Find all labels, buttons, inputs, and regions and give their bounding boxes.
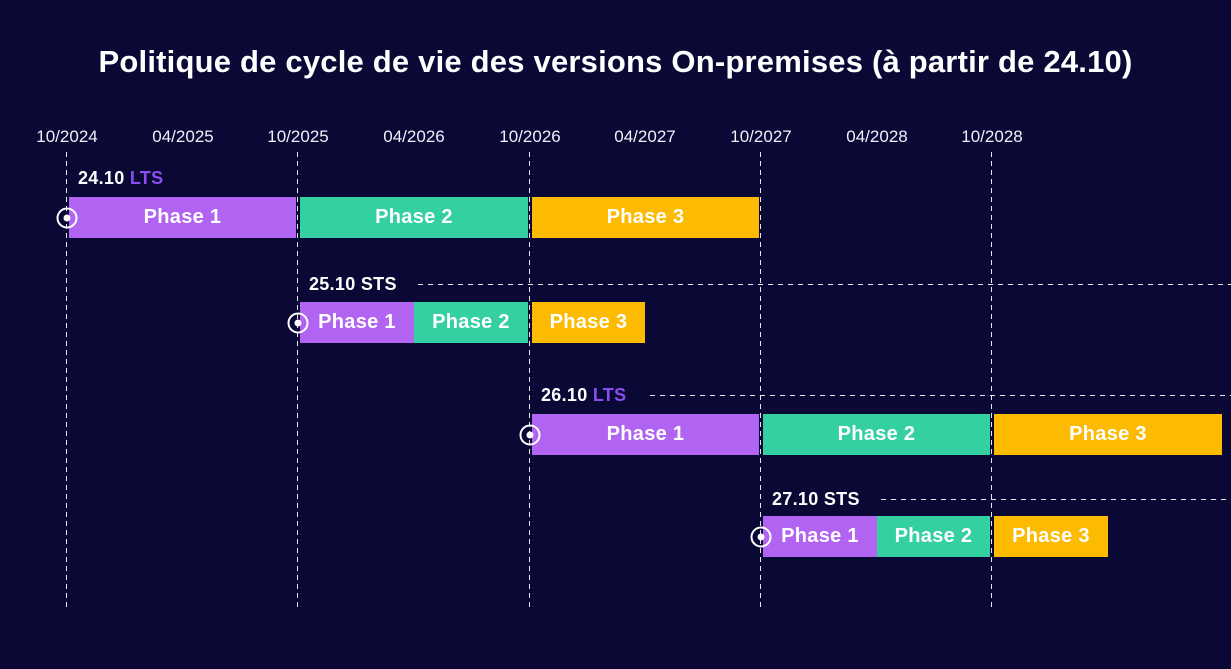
axis-tick-label: 04/2028 <box>846 127 908 146</box>
phase-bar-label: Phase 1 <box>781 525 859 547</box>
axis-tick-label: 04/2026 <box>383 127 445 146</box>
release-label: 24.10 LTS <box>78 168 163 188</box>
release-start-marker <box>519 424 541 445</box>
continuation-dashed-line <box>418 284 1231 285</box>
phase-bar: Phase 1 <box>532 414 759 455</box>
phase-bar-label: Phase 1 <box>143 206 222 228</box>
release-label: 25.10 STS <box>309 274 397 294</box>
phase-bar-label: Phase 3 <box>1012 525 1090 547</box>
phase-bar: Phase 2 <box>877 516 990 557</box>
release-type-label: LTS <box>587 385 627 405</box>
phase-bar-label: Phase 3 <box>1069 423 1147 445</box>
phase-bar-label: Phase 1 <box>318 311 396 333</box>
phase-bar-label: Phase 3 <box>606 206 685 228</box>
release-type-label: STS <box>818 489 860 509</box>
axis-tick-label: 04/2027 <box>614 127 676 146</box>
phase-bar: Phase 3 <box>532 197 759 238</box>
phase-bar-label: Phase 1 <box>606 423 685 445</box>
version-label: 24.10 <box>78 168 125 188</box>
phase-bar-label: Phase 2 <box>837 423 916 445</box>
phase-bar: Phase 2 <box>763 414 990 455</box>
axis-tick-label: 10/2028 <box>961 127 1023 146</box>
release-start-marker <box>287 312 309 333</box>
phase-bar: Phase 2 <box>414 302 528 343</box>
version-label: 25.10 <box>309 274 356 294</box>
gridline <box>529 152 530 609</box>
release-type-label: STS <box>355 274 397 294</box>
phase-bar: Phase 1 <box>763 516 877 557</box>
release-start-marker <box>750 526 772 547</box>
marker-dot <box>63 214 71 221</box>
phase-bar-label: Phase 2 <box>432 311 510 333</box>
phase-bar: Phase 1 <box>300 302 414 343</box>
phase-bar: Phase 3 <box>994 516 1108 557</box>
version-label: 26.10 <box>541 385 588 405</box>
phase-bar: Phase 3 <box>994 414 1222 455</box>
axis-tick-label: 10/2025 <box>267 127 329 146</box>
phase-bar-label: Phase 3 <box>549 311 628 333</box>
continuation-dashed-line <box>650 395 1231 396</box>
phase-bar: Phase 3 <box>532 302 645 343</box>
marker-dot <box>294 319 302 326</box>
release-start-marker <box>56 207 78 228</box>
release-label: 26.10 LTS <box>541 385 626 405</box>
phase-bar: Phase 1 <box>69 197 296 238</box>
axis-tick-label: 04/2025 <box>152 127 214 146</box>
gridline <box>297 152 298 609</box>
release-label: 27.10 STS <box>772 489 860 509</box>
continuation-dashed-line <box>881 499 1231 500</box>
gridline <box>66 152 67 609</box>
version-label: 27.10 <box>772 489 819 509</box>
marker-dot <box>526 431 534 438</box>
release-type-label: LTS <box>124 168 164 188</box>
phase-bar-label: Phase 2 <box>894 525 973 547</box>
axis-tick-label: 10/2026 <box>499 127 561 146</box>
axis-tick-label: 10/2024 <box>36 127 98 146</box>
phase-bar: Phase 2 <box>300 197 528 238</box>
chart-title: Politique de cycle de vie des versions O… <box>98 44 1133 79</box>
gridline <box>991 152 992 609</box>
marker-dot <box>757 533 765 540</box>
axis-tick-label: 10/2027 <box>730 127 792 146</box>
gridline <box>760 152 761 609</box>
phase-bar-label: Phase 2 <box>375 206 453 228</box>
